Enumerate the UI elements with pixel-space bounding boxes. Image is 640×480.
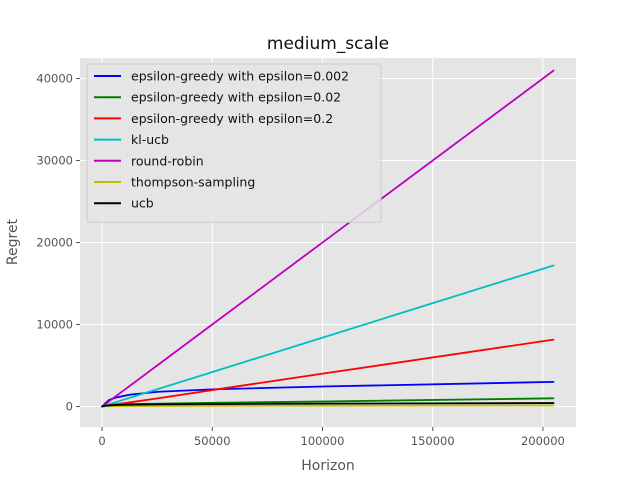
y-tick-label: 40000 (36, 72, 73, 86)
series-line-round-robin (101, 69, 555, 408)
legend-entry-label: kl-ucb (131, 132, 169, 147)
legend-box (86, 63, 382, 223)
legend-entry-label: round-robin (131, 153, 204, 168)
x-tick-label: 200000 (521, 434, 565, 448)
y-tick-label: 10000 (36, 318, 73, 332)
axis-ticks: 0 50000 100000 150000 200000 0 10000 20000 30000… (36, 72, 564, 449)
legend: epsilon-greedy with epsilon=0.002 epsilon… (86, 63, 382, 223)
y-axis-label: Regret (5, 218, 21, 265)
x-tick-label: 100000 (301, 434, 345, 448)
series-line-thompson-sampling (101, 404, 555, 408)
x-axis-label: Horizon (301, 458, 355, 474)
legend-entry-label: ucb (131, 196, 154, 211)
x-tick-label: 150000 (411, 434, 455, 448)
x-tick-label: 0 (98, 434, 105, 448)
series-line-ucb (101, 402, 555, 408)
legend-entry-label: epsilon-greedy with epsilon=0.002 (131, 69, 349, 84)
legend-entry-label: epsilon-greedy with epsilon=0.02 (131, 90, 341, 105)
legend-entry-label: epsilon-greedy with epsilon=0.2 (131, 111, 333, 126)
legend-entry-label: thompson-sampling (131, 175, 255, 190)
y-tick-label: 20000 (36, 236, 73, 250)
x-tick-label: 50000 (194, 434, 231, 448)
y-tick-label: 30000 (36, 154, 73, 168)
series-lines (101, 69, 555, 408)
chart-title: medium_scale (267, 34, 389, 54)
y-tick-label: 0 (66, 400, 73, 414)
